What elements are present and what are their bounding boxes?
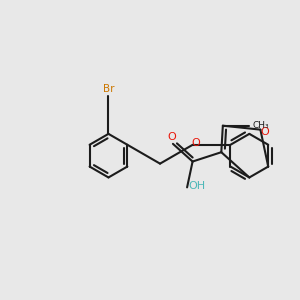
Text: OH: OH xyxy=(189,181,206,191)
Text: O: O xyxy=(191,138,200,148)
Text: O: O xyxy=(168,132,177,142)
Text: Br: Br xyxy=(103,84,114,94)
Text: CH₃: CH₃ xyxy=(252,121,269,130)
Text: O: O xyxy=(260,127,269,136)
